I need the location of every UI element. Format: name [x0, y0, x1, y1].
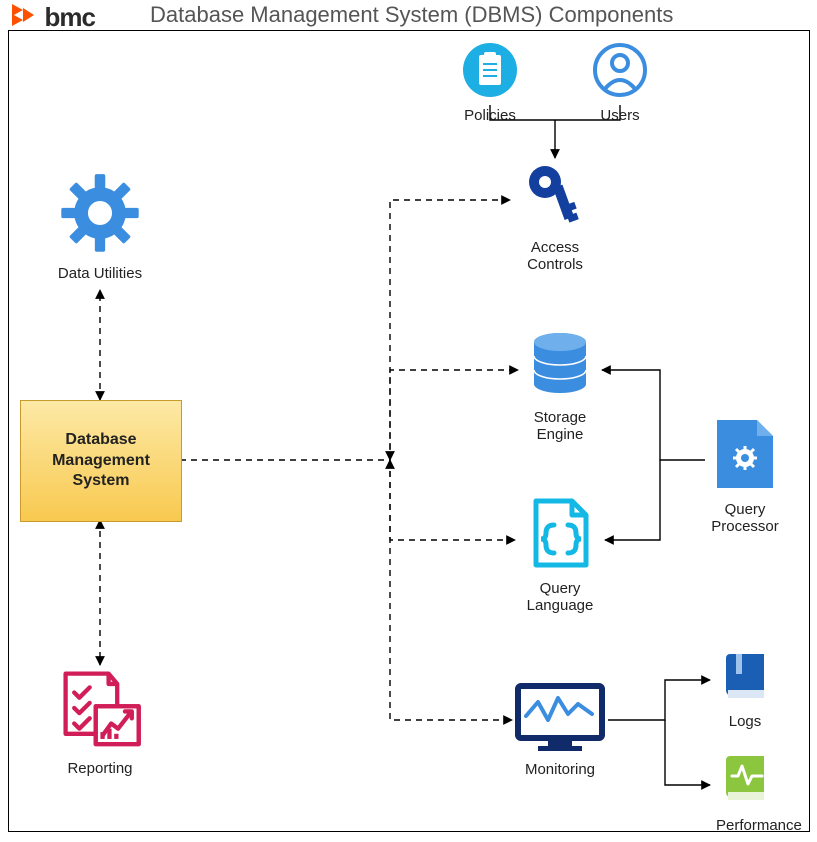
report-icon	[52, 738, 148, 755]
code-file-icon	[522, 558, 598, 575]
node-label: Storage Engine	[516, 409, 604, 444]
node-logs: Logs	[716, 646, 774, 730]
node-query-processor: QueryProcessor	[711, 416, 779, 536]
node-label: Access Controls	[505, 239, 605, 274]
diagram-stage: bmc Database Management System (DBMS) Co…	[0, 0, 817, 842]
monitor-icon	[512, 739, 608, 756]
node-label: Reporting	[52, 760, 148, 777]
node-label: Logs	[716, 713, 774, 730]
pulse-book-icon	[716, 795, 774, 812]
node-monitoring: Monitoring	[512, 680, 608, 778]
node-query-language: Query Language	[510, 495, 610, 615]
user-icon	[592, 85, 648, 102]
node-label: Users	[592, 107, 648, 124]
clipboard-icon	[462, 85, 518, 102]
node-access-controls: Access Controls	[505, 158, 605, 274]
dbms-label: DatabaseManagementSystem	[52, 430, 150, 492]
gear-icon	[57, 243, 143, 260]
node-users: Users	[592, 42, 648, 124]
node-storage-engine: Storage Engine	[516, 328, 604, 444]
node-reporting: Reporting	[52, 665, 148, 777]
node-policies: Policies	[462, 42, 518, 124]
file-gear-icon	[711, 479, 779, 496]
database-icon	[524, 387, 596, 404]
node-label: Monitoring	[512, 761, 608, 778]
key-icon	[519, 217, 591, 234]
node-performance: Performance	[716, 750, 774, 834]
node-label: Query Language	[510, 580, 610, 615]
node-data-utilities: Data Utilities	[57, 170, 143, 282]
dbms-box: DatabaseManagementSystem	[20, 400, 182, 522]
node-label: QueryProcessor	[711, 501, 779, 536]
node-label: Performance	[716, 817, 774, 834]
book-icon	[716, 691, 774, 708]
node-label: Policies	[462, 107, 518, 124]
node-label: Data Utilities	[57, 265, 143, 282]
